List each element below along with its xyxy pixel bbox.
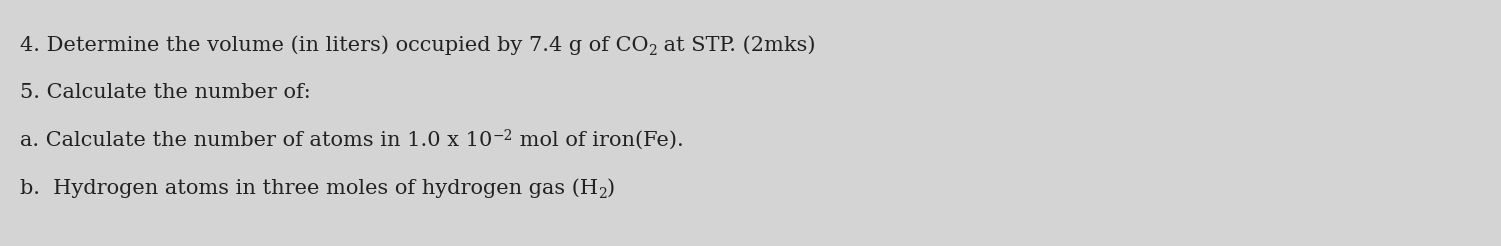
Text: −2: −2 [492, 129, 513, 143]
Text: b.  Hydrogen atoms in three moles of hydrogen gas (H: b. Hydrogen atoms in three moles of hydr… [20, 178, 597, 198]
Text: a. Calculate the number of atoms in 1.0 x 10: a. Calculate the number of atoms in 1.0 … [20, 131, 492, 150]
Text: 2: 2 [648, 44, 657, 58]
Text: 2: 2 [597, 187, 606, 201]
Text: 4. Determine the volume (in liters) occupied by 7.4 g of CO: 4. Determine the volume (in liters) occu… [20, 35, 648, 55]
Text: mol of iron(Fe).: mol of iron(Fe). [513, 131, 683, 150]
Text: at STP. (2mks): at STP. (2mks) [657, 36, 815, 55]
Text: 5. Calculate the number of:: 5. Calculate the number of: [20, 83, 311, 102]
Text: ): ) [606, 179, 615, 198]
